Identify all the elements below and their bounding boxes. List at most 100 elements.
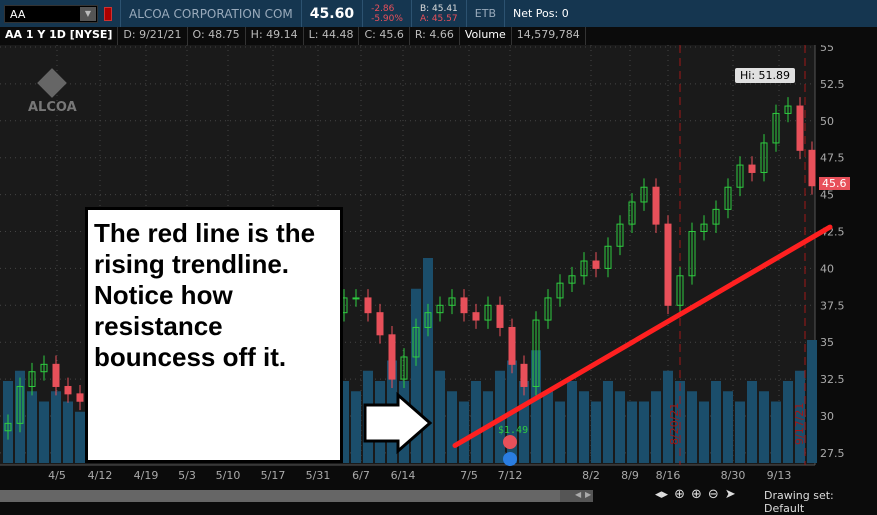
volume-bar — [39, 401, 49, 463]
volume-bar — [459, 401, 469, 463]
volume-bar — [63, 401, 73, 463]
event-date-label: 8/20/21 — [668, 403, 681, 445]
volume-bar — [639, 401, 649, 463]
candle — [532, 319, 540, 387]
crosshair-icon[interactable]: ⊕ — [674, 487, 685, 502]
x-tick-label: 5/3 — [178, 469, 196, 482]
candle — [28, 371, 36, 387]
candle — [604, 245, 612, 269]
alert-icon[interactable] — [104, 6, 112, 21]
scroll-right-icon[interactable]: ▶ — [585, 490, 592, 499]
x-tick-label: 8/16 — [656, 469, 681, 482]
zoom-out-icon[interactable]: ⊖ — [707, 487, 719, 502]
alcoa-logo: ALCOA — [28, 68, 77, 115]
lightbulb-icon — [503, 452, 517, 466]
candle — [76, 393, 84, 402]
chart-info-bar: AA 1 Y 1D [NYSE] D: 9/21/21 O: 48.75 H: … — [0, 27, 877, 45]
volume-bar — [519, 381, 529, 463]
candle — [760, 142, 768, 173]
volume-bar — [567, 381, 577, 463]
y-tick-label: 30 — [820, 410, 834, 423]
candle — [808, 149, 816, 187]
candle — [568, 275, 576, 284]
candle — [616, 223, 624, 247]
info-volume: 14,579,784 — [512, 27, 586, 45]
volume-bar — [603, 381, 613, 463]
x-tick-label: 7/5 — [460, 469, 478, 482]
candle — [652, 186, 660, 225]
candle — [772, 112, 780, 144]
volume-bar — [339, 381, 349, 463]
y-tick-label: 52.5 — [820, 78, 845, 91]
x-tick-label: 8/9 — [621, 469, 639, 482]
candle — [388, 334, 396, 380]
y-tick-label: 50 — [820, 115, 834, 128]
bid-ask: B: 45.41 A: 45.57 — [410, 0, 466, 27]
volume-bar — [723, 391, 733, 463]
candle — [52, 363, 60, 387]
volume-bar — [51, 391, 61, 463]
zoom-in-icon[interactable]: ⊕ — [690, 487, 702, 502]
volume-bar — [555, 401, 565, 463]
candle — [40, 363, 48, 373]
change: -2.86 — [371, 3, 395, 14]
expand-icon[interactable]: ◂▸ — [655, 487, 669, 502]
volume-bar — [627, 401, 637, 463]
y-tick-label: 35 — [820, 336, 834, 349]
volume-bar — [759, 391, 769, 463]
candle — [448, 297, 456, 306]
y-tick-label: 55 — [820, 45, 834, 54]
chart-title[interactable]: AA 1 Y 1D [NYSE] — [0, 27, 119, 45]
candle — [664, 223, 672, 306]
candle — [4, 422, 12, 432]
company-name: ALCOA CORPORATION COM — [120, 0, 301, 27]
candle — [640, 186, 648, 203]
x-tick-label: 5/17 — [261, 469, 286, 482]
candle — [628, 201, 636, 225]
cursor-icon[interactable]: ➤ — [724, 487, 736, 502]
info-high: H: 49.14 — [246, 27, 304, 45]
candle — [508, 326, 516, 365]
candle — [520, 363, 528, 387]
volume-bar — [531, 350, 541, 463]
y-tick-label: 45 — [820, 189, 834, 202]
candle — [712, 208, 720, 225]
volume-bar — [747, 381, 757, 463]
y-tick-label: 40 — [820, 262, 834, 275]
quote-header: AA ▼ ALCOA CORPORATION COM 45.60 -2.86 -5.… — [0, 0, 877, 27]
volume-bar — [411, 288, 421, 463]
drawing-set[interactable]: Drawing set: Default — [764, 489, 834, 515]
candle — [580, 260, 588, 277]
chart-scrollbar[interactable]: ◀ ▶ — [0, 490, 593, 502]
trendline — [452, 224, 833, 449]
price-change: -2.86 -5.90% — [362, 0, 411, 27]
bid: B: 45.41 — [419, 3, 458, 14]
candle — [400, 356, 408, 380]
volume-bar — [471, 381, 481, 463]
candle — [556, 282, 564, 299]
high-label: Hi: 51.89 — [735, 68, 796, 83]
candle — [64, 385, 72, 395]
x-tick-label: 5/10 — [216, 469, 241, 482]
x-tick-label: 8/30 — [721, 469, 746, 482]
candle — [796, 105, 804, 151]
volume-bar — [579, 391, 589, 463]
event-date-label: 9/17/21 — [793, 403, 806, 445]
x-tick-label: 4/5 — [48, 469, 66, 482]
info-close: C: 45.6 — [359, 27, 410, 45]
candle — [544, 297, 552, 321]
candle — [364, 297, 372, 314]
info-open: O: 48.75 — [188, 27, 246, 45]
x-tick-label: 7/12 — [498, 469, 523, 482]
candle — [724, 186, 732, 210]
symbol-input[interactable]: AA ▼ — [4, 4, 98, 23]
volume-bar — [435, 370, 445, 463]
last-price: 45.60 — [300, 0, 362, 27]
arrow-icon — [363, 391, 433, 455]
scroll-left-icon[interactable]: ◀ — [575, 490, 582, 499]
x-tick-label: 9/13 — [767, 469, 792, 482]
candle — [748, 164, 756, 173]
chevron-down-icon[interactable]: ▼ — [80, 6, 96, 21]
volume-bar — [711, 381, 721, 463]
x-tick-label: 5/31 — [306, 469, 331, 482]
